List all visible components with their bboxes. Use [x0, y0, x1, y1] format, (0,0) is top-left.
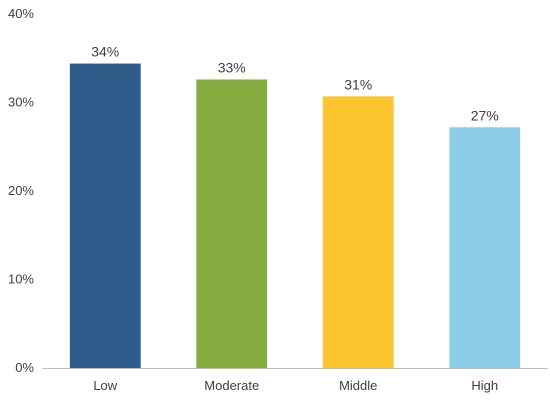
- data-label: 33%: [218, 59, 246, 75]
- y-tick-label: 0%: [15, 360, 34, 375]
- bar-middle: [322, 96, 394, 369]
- y-tick-label: 10%: [8, 272, 34, 287]
- x-tick-label: Low: [93, 378, 117, 393]
- bar-low: [69, 63, 141, 369]
- data-label: 31%: [344, 76, 372, 92]
- y-tick-label: 40%: [8, 6, 34, 21]
- x-tick-label: Middle: [339, 378, 377, 393]
- x-tick-label: Moderate: [204, 378, 259, 393]
- bar-high: [449, 127, 521, 368]
- y-axis: 0% 10% 20% 30% 40%: [8, 6, 34, 375]
- data-label: 34%: [91, 44, 119, 60]
- x-axis: Low Moderate Middle High: [93, 378, 498, 393]
- bar-moderate: [196, 79, 268, 369]
- x-tick-label: High: [471, 378, 498, 393]
- y-tick-label: 20%: [8, 183, 34, 198]
- y-tick-label: 30%: [8, 95, 34, 110]
- bar-series: 34% 33% 31% 27%: [69, 44, 521, 369]
- data-label: 27%: [471, 107, 499, 123]
